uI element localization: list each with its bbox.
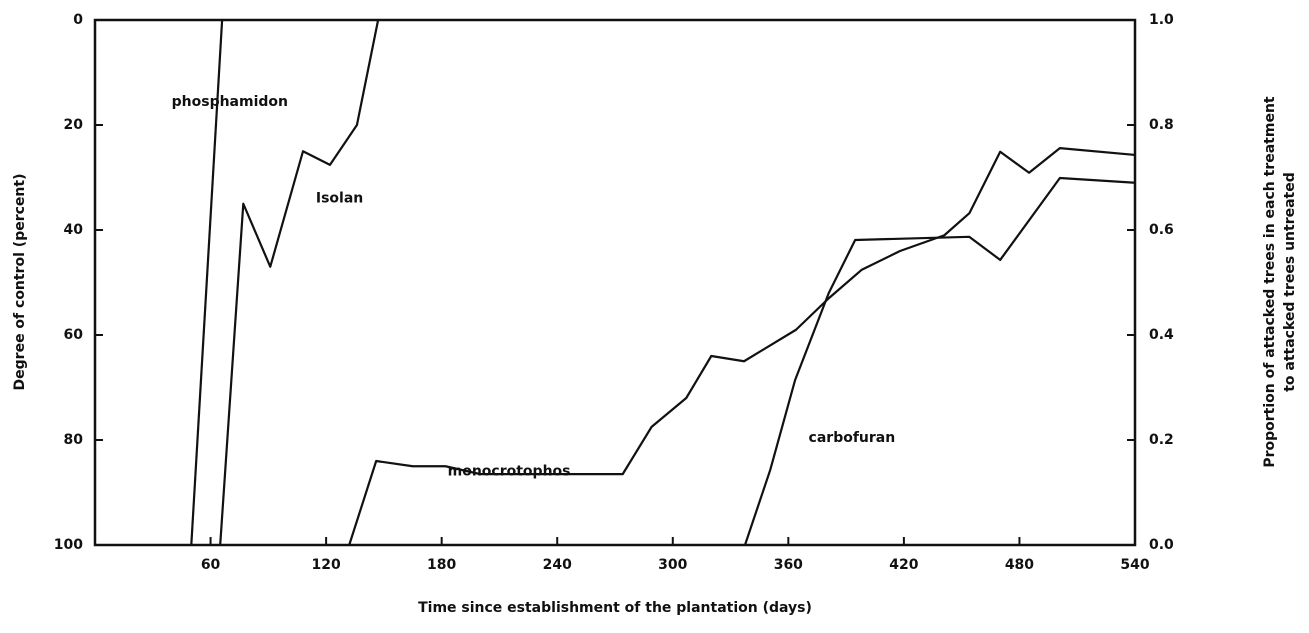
series-label: Isolan — [316, 191, 363, 207]
x-tick-label: 300 — [658, 557, 687, 573]
series-line — [190, 19, 224, 546]
y2-tick-label: 1.0 — [1149, 12, 1174, 28]
series-line — [348, 147, 1136, 546]
y-tick-label: 20 — [64, 117, 84, 133]
y2-tick-label: 0.6 — [1149, 222, 1174, 238]
series-label: carbofuran — [809, 430, 896, 446]
x-tick-label: 420 — [889, 557, 918, 573]
x-tick-label: 240 — [543, 557, 572, 573]
x-tick-label: 480 — [1005, 557, 1034, 573]
y-axis-label: Degree of control (percent) — [12, 174, 28, 391]
y-tick-label: 40 — [64, 222, 84, 238]
series-line — [743, 176, 1136, 546]
x-tick-label: 360 — [774, 557, 803, 573]
series-line — [219, 19, 380, 546]
series-label: phosphamidon — [172, 94, 288, 110]
y2-axis-label: Proportion of attacked trees in each tre… — [1262, 96, 1278, 468]
x-tick-label: 120 — [311, 557, 340, 573]
series-label: monocrotophos — [448, 464, 571, 480]
x-tick-label: 540 — [1120, 557, 1149, 573]
x-tick-label: 180 — [427, 557, 456, 573]
y2-tick-label: 0.8 — [1149, 117, 1174, 133]
y2-axis-label: to attacked trees untreated — [1282, 172, 1298, 392]
plot-frame — [93, 18, 1137, 547]
x-axis-label: Time since establishment of the plantati… — [418, 600, 812, 616]
y-tick-label: 80 — [64, 432, 84, 448]
y-tick-label: 60 — [64, 327, 84, 343]
x-tick-label: 60 — [201, 557, 221, 573]
y-tick-label: 0 — [73, 12, 83, 28]
y-tick-label: 100 — [54, 537, 83, 553]
y2-tick-label: 0.2 — [1149, 432, 1174, 448]
y2-tick-label: 0.0 — [1149, 537, 1174, 553]
y2-tick-label: 0.4 — [1149, 327, 1174, 343]
